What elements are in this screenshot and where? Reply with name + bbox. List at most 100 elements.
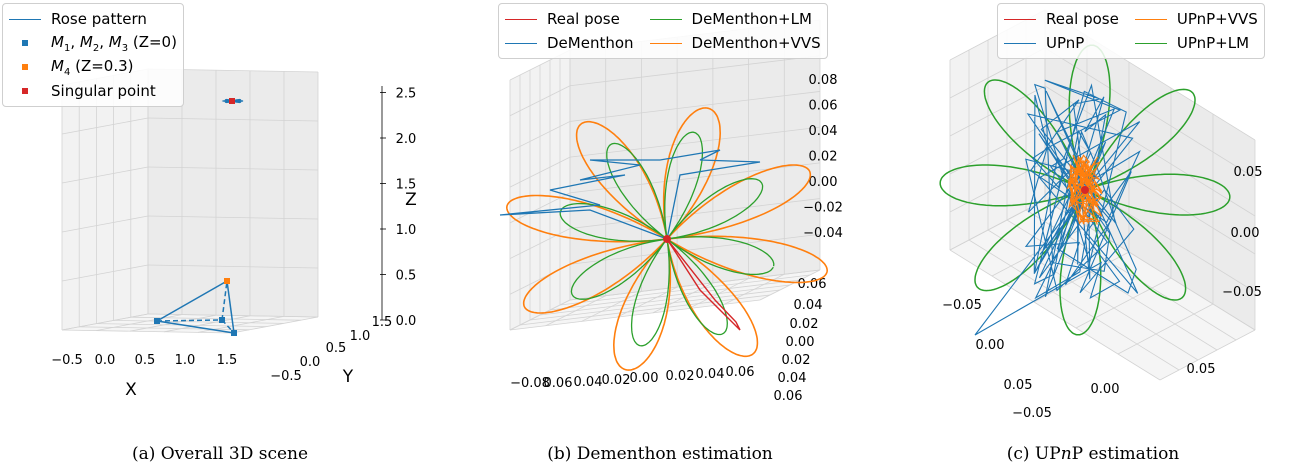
series-dementhon-vvs [505, 107, 829, 371]
x-tick-label: −0.08 [510, 376, 550, 391]
grid-line [949, 249, 1161, 381]
x-tick-label: 1.5 [217, 353, 238, 368]
grid-line [569, 55, 821, 87]
legend-line-swatch [1134, 18, 1167, 20]
legend-marker-swatch [22, 64, 28, 70]
grid-line [79, 326, 250, 331]
grid-line [549, 279, 801, 311]
y-tick-label: 0.5 [326, 341, 347, 356]
legend-marker-swatch [22, 40, 28, 46]
pane-side [62, 69, 148, 330]
x-tick-label: 0.06 [726, 365, 755, 380]
y-tick-label: 0.04 [794, 298, 823, 313]
legend-line-swatch [505, 42, 537, 44]
caption-c-part: n [1060, 444, 1072, 464]
grid-line [509, 228, 571, 259]
grid-line [949, 85, 1046, 137]
legend-label: DeMenthon [547, 34, 634, 52]
grid-line [509, 85, 571, 117]
grid-line [61, 313, 149, 331]
z-tick-label: 2.5 [396, 87, 417, 102]
legend-item: Real pose [505, 7, 634, 31]
z-tick-label: 1.5 [396, 178, 417, 193]
x-tick-label: 0.04 [696, 367, 725, 382]
grid-line [147, 215, 319, 220]
grid-line [539, 284, 791, 316]
x-tick-label: −0.05 [942, 298, 982, 313]
grid-line [61, 117, 149, 135]
singular-point-marker [229, 98, 235, 104]
legend-item: UPnP [1004, 31, 1119, 55]
grid-line [130, 316, 301, 321]
z-tick-label: −0.04 [803, 226, 843, 241]
grid-line [1159, 329, 1256, 381]
y-axis-label: Y [342, 367, 354, 387]
grid-line [147, 166, 319, 171]
grid-line [569, 162, 821, 194]
legend-line-swatch [649, 42, 682, 44]
z-tick-label: 0.00 [1231, 226, 1260, 241]
panel-overall-scene: 0.0 0.5 1.0 1.5 2.0 2.5 Z −0.5 0.0 0.5 1.0 1.5 X −0.5… [0, 0, 440, 475]
legend-line-swatch [9, 18, 41, 20]
legend-label: DeMenthon+LM [691, 10, 812, 28]
grid-line [113, 320, 284, 324]
grid-line [95, 314, 183, 331]
legend-item: M4 (Z=0.3) [9, 55, 177, 79]
legend-item: DeMenthon [505, 31, 634, 55]
y-tick-label: 1.5 [372, 315, 393, 330]
z-tick-label: 0.02 [809, 150, 838, 165]
y-tick-label: −0.5 [270, 369, 302, 384]
series-upnp-vvs [1066, 154, 1103, 225]
marker-m4 [224, 278, 230, 284]
triangle-edge [226, 280, 235, 334]
y-tick-label: 0.00 [786, 335, 815, 350]
grid-line [569, 269, 821, 301]
grid-line [569, 233, 821, 265]
grid-line [61, 166, 149, 184]
z-tick-label: 2.0 [396, 132, 417, 147]
legend-line-swatch [1004, 18, 1036, 20]
legend-line-swatch [1004, 42, 1036, 44]
grid-line [61, 215, 149, 233]
caption-b: (b) Dementhon estimation [547, 444, 773, 464]
grid-line [509, 299, 571, 331]
legend-label: Rose pattern [51, 10, 147, 28]
series-dementhon [499, 149, 761, 240]
caption-c-part: P estimation [1071, 444, 1180, 464]
panel-upnp: 0.05 0.00 −0.05 0.05 0.00 −0.05 −0.05 0.00 0.05 … [880, 0, 1306, 475]
legend-item: Singular point [9, 79, 177, 103]
legend-item: UPnP+VVS [1134, 7, 1258, 31]
x-tick-label: 1.0 [175, 353, 196, 368]
panel-dementhon: 0.08 0.06 0.04 0.02 0.00 −0.02 −0.04 0.06 0.04 0.… [440, 0, 880, 475]
z-tick-label: 0.00 [809, 175, 838, 190]
grid-line [1075, 277, 1172, 329]
z-tick-label: 0.0 [396, 314, 417, 329]
x-tick-label: 0.04 [574, 375, 603, 390]
y-tick-label: −0.05 [1012, 406, 1052, 421]
x-axis-label: X [125, 380, 137, 400]
plot-a-3d-scene: 0.00.51.01.52.02.5Z−0.5 0.0 0.5 1.0 1.5X−0.5… [51, 68, 417, 400]
y-tick-label: 1.0 [350, 329, 371, 344]
z-tick-label: 0.06 [809, 99, 838, 114]
legend-label: Singular point [51, 82, 156, 100]
z-tick-label: −0.05 [1222, 285, 1262, 300]
grid-line [1044, 123, 1256, 255]
legend-b: Real pose DeMenthon+LM DeMenthon DeMenth… [498, 3, 828, 59]
legend-c: Real pose UPnP+VVS UPnP UPnP+LM [997, 3, 1265, 59]
grid-line [147, 313, 319, 318]
grid-line [1044, 47, 1256, 179]
legend-label: DeMenthon+VVS [691, 34, 821, 52]
legend-label: UPnP [1046, 34, 1085, 52]
legend-item: UPnP+LM [1134, 31, 1258, 55]
y-tick-label: 0.05 [1187, 362, 1216, 377]
legend-item: Real pose [1004, 7, 1119, 31]
legend-label-m123: M1, M2, M3 (Z=0) [51, 32, 177, 54]
z-tick-label: 0.04 [809, 124, 838, 139]
x-tick-label: −0.5 [51, 353, 83, 368]
plot-b-3d-dementhon: 0.080.060.040.020.00−0.02−0.040.060.040.… [499, 19, 843, 404]
grid-line [61, 329, 233, 334]
pane-back [148, 69, 318, 317]
y-tick-label: 0.06 [798, 277, 827, 292]
legend-line-swatch [1134, 42, 1167, 44]
legend-label: UPnP+LM [1176, 34, 1250, 52]
